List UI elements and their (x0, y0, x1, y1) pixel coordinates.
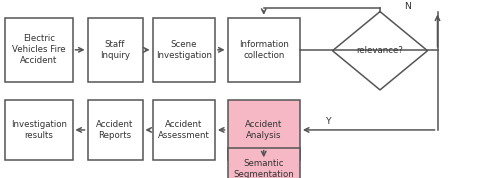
Text: Y: Y (324, 117, 330, 125)
FancyBboxPatch shape (88, 18, 142, 82)
FancyBboxPatch shape (228, 18, 300, 82)
Text: Scene
Investigation: Scene Investigation (156, 40, 212, 60)
Text: Semantic
Segmentation
prediction: Semantic Segmentation prediction (234, 159, 294, 178)
Text: Electric
Vehicles Fire
Accident: Electric Vehicles Fire Accident (12, 34, 66, 66)
Text: Investigation
results: Investigation results (11, 120, 67, 140)
Text: Accident
Reports: Accident Reports (96, 120, 134, 140)
FancyBboxPatch shape (88, 100, 142, 160)
FancyBboxPatch shape (228, 148, 300, 178)
FancyBboxPatch shape (5, 100, 72, 160)
FancyBboxPatch shape (5, 18, 72, 82)
Text: relevance?: relevance? (356, 46, 404, 55)
Text: Staff
Inquiry: Staff Inquiry (100, 40, 130, 60)
Text: Accident
Analysis: Accident Analysis (245, 120, 282, 140)
Text: Information
collection: Information collection (239, 40, 288, 60)
Text: N: N (404, 2, 411, 11)
FancyBboxPatch shape (152, 18, 215, 82)
FancyBboxPatch shape (152, 100, 215, 160)
FancyBboxPatch shape (228, 100, 300, 160)
Text: Accident
Assessment: Accident Assessment (158, 120, 210, 140)
